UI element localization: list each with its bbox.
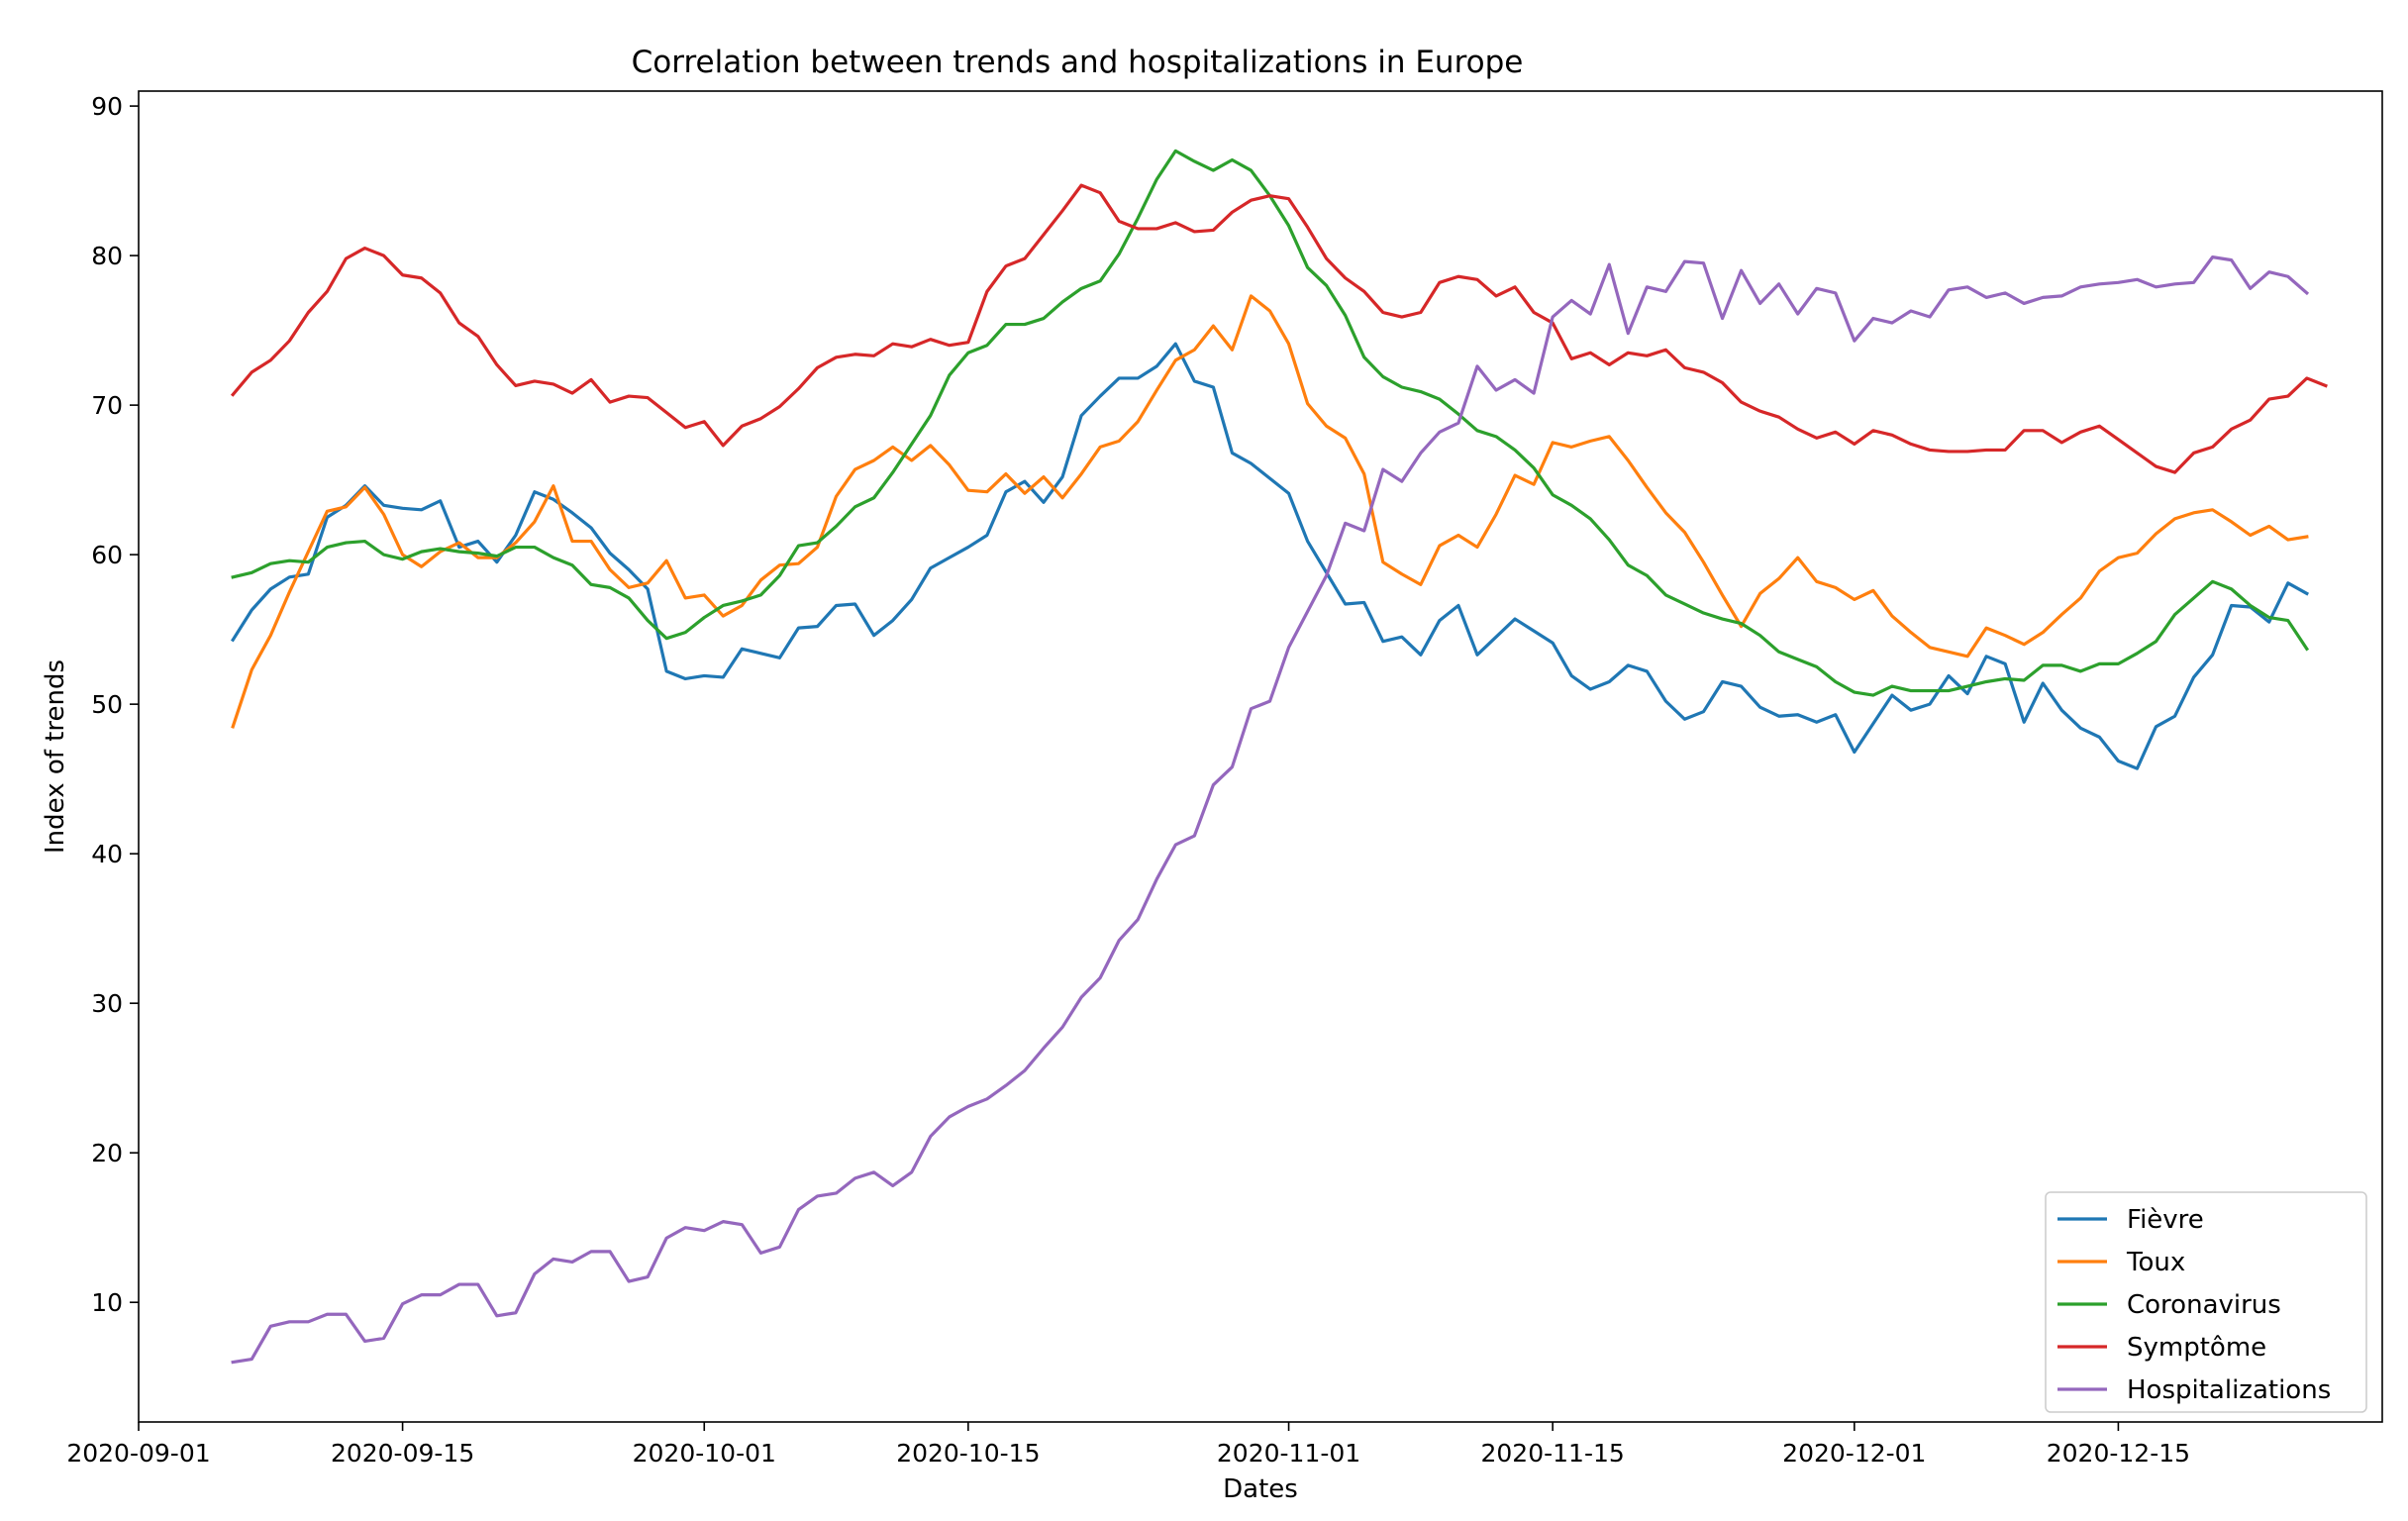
series-line-2 bbox=[231, 294, 2309, 729]
x-tick-label: 2020-11-15 bbox=[1481, 1439, 1625, 1468]
ticks-layer: 10 20 30 40 50 60 70 80 90 2020-09-01 2020-09-15 20… bbox=[66, 92, 2190, 1468]
x-tick-label: 2020-12-01 bbox=[1782, 1439, 1926, 1468]
x-tick-label: 2020-12-15 bbox=[2047, 1439, 2190, 1468]
plot-frame bbox=[138, 90, 2383, 1423]
series-line-5 bbox=[231, 255, 2310, 1365]
x-axis-label: Dates bbox=[1223, 1474, 1298, 1504]
legend-label: Toux bbox=[2126, 1248, 2185, 1277]
series-lines bbox=[230, 149, 2328, 1365]
chart-title: Correlation between trends and hospitali… bbox=[632, 45, 1524, 80]
y-tick-label: 40 bbox=[91, 840, 123, 868]
y-tick-label: 90 bbox=[91, 92, 123, 121]
legend-label: Symptôme bbox=[2127, 1333, 2266, 1363]
series-line-4 bbox=[230, 183, 2328, 474]
y-tick-label: 30 bbox=[91, 989, 123, 1018]
y-tick-label: 20 bbox=[91, 1139, 123, 1167]
x-tick-label: 2020-10-15 bbox=[896, 1439, 1040, 1468]
legend-box bbox=[2045, 1191, 2367, 1413]
x-tick-label: 2020-09-15 bbox=[331, 1439, 474, 1468]
y-tick-label: 50 bbox=[91, 690, 123, 719]
x-tick-label: 2020-09-01 bbox=[66, 1439, 210, 1468]
legend-label: Fièvre bbox=[2127, 1205, 2204, 1235]
y-tick-label: 70 bbox=[91, 391, 123, 420]
y-axis-label: Index of trends bbox=[41, 659, 70, 854]
x-tick-label: 2020-10-01 bbox=[633, 1439, 776, 1468]
legend-label: Coronavirus bbox=[2127, 1290, 2281, 1320]
legend-label: Hospitalizations bbox=[2127, 1375, 2331, 1405]
y-tick-label: 10 bbox=[91, 1288, 123, 1317]
legend: Fièvre Toux Coronavirus Symptôme Hospitaliza… bbox=[2045, 1191, 2367, 1413]
y-tick-label: 60 bbox=[91, 541, 123, 569]
y-tick-label: 80 bbox=[91, 242, 123, 270]
x-tick-label: 2020-11-01 bbox=[1217, 1439, 1360, 1468]
